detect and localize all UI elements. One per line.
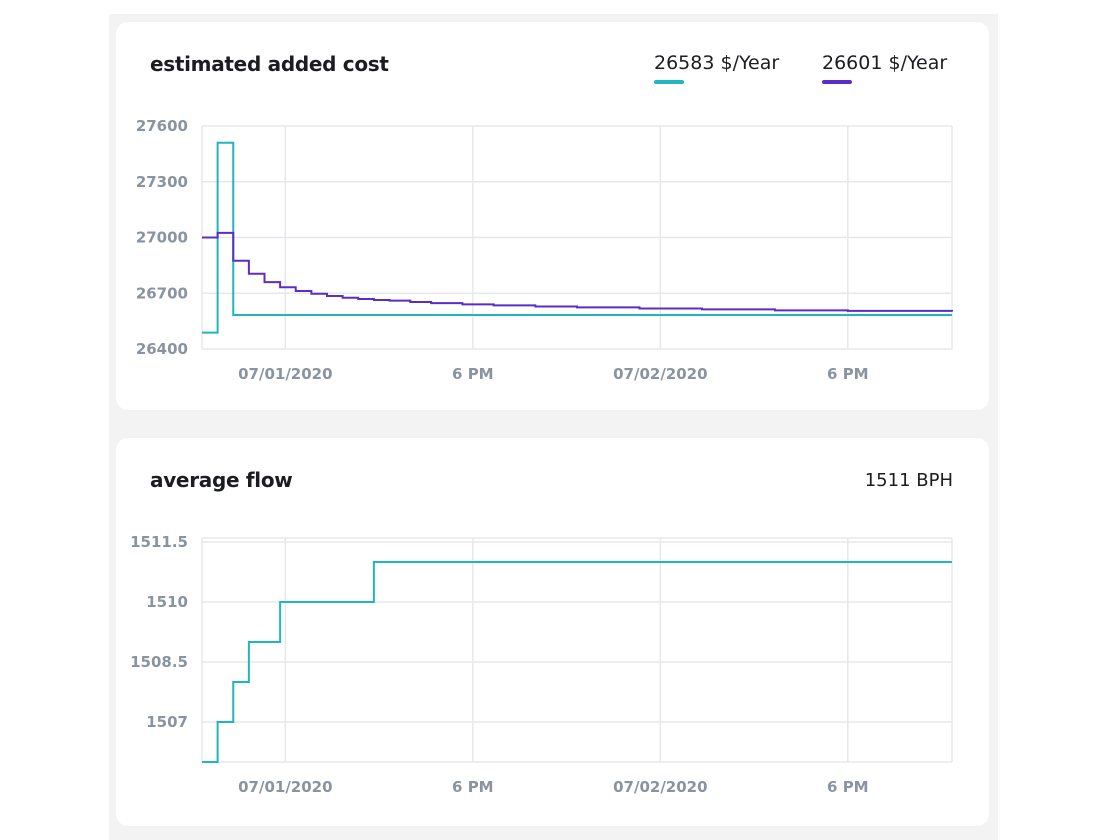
series-line-1 xyxy=(202,561,952,763)
y-tick-label: 1508.5 xyxy=(130,653,188,671)
legend-swatch-teal xyxy=(654,80,684,84)
x-tick-label: 6 PM xyxy=(452,365,494,383)
y-tick-label: 27000 xyxy=(136,229,188,247)
legend-item-series-1[interactable]: 26583 $/Year xyxy=(654,52,779,74)
y-tick-label: 26700 xyxy=(136,284,188,302)
x-tick-label: 07/02/2020 xyxy=(613,778,707,796)
y-tick-label: 26400 xyxy=(136,340,188,358)
y-tick-label: 27600 xyxy=(136,117,188,135)
y-tick-label: 1510 xyxy=(146,593,188,611)
flow-chart[interactable]: 1511.5 1510 1508.5 1507 07/01/2020 6 PM 07/02/… xyxy=(116,438,989,826)
card-title: estimated added cost xyxy=(150,52,389,76)
series-line-2 xyxy=(202,231,953,312)
x-tick-label: 07/02/2020 xyxy=(613,365,707,383)
x-tick-label: 07/01/2020 xyxy=(238,778,332,796)
legend-label: 26583 $/Year xyxy=(654,52,780,74)
y-tick-label: 27300 xyxy=(136,173,188,191)
y-tick-label: 1507 xyxy=(146,713,188,731)
average-flow-card: average flow 1511 BPH 1511.5 1510 1508.5 15… xyxy=(116,438,989,826)
legend-label: 26601 $/Year xyxy=(822,52,948,74)
legend-item-series-2[interactable]: 26601 $/Year xyxy=(822,52,947,74)
flow-value: 1511 BPH xyxy=(864,470,953,491)
y-tick-label: 1511.5 xyxy=(130,533,188,551)
x-tick-label: 6 PM xyxy=(827,365,869,383)
x-tick-label: 07/01/2020 xyxy=(238,365,332,383)
x-tick-label: 6 PM xyxy=(452,778,494,796)
cost-chart[interactable]: 27600 27300 27000 26700 26400 07/01/2020 6 PM 0… xyxy=(116,22,989,410)
series-line-1 xyxy=(202,141,952,334)
legend-swatch-purple xyxy=(822,80,852,84)
estimated-cost-card: estimated added cost 26583 $/Year 26601 … xyxy=(116,22,989,410)
x-tick-label: 6 PM xyxy=(827,778,869,796)
card-title: average flow xyxy=(150,468,293,492)
